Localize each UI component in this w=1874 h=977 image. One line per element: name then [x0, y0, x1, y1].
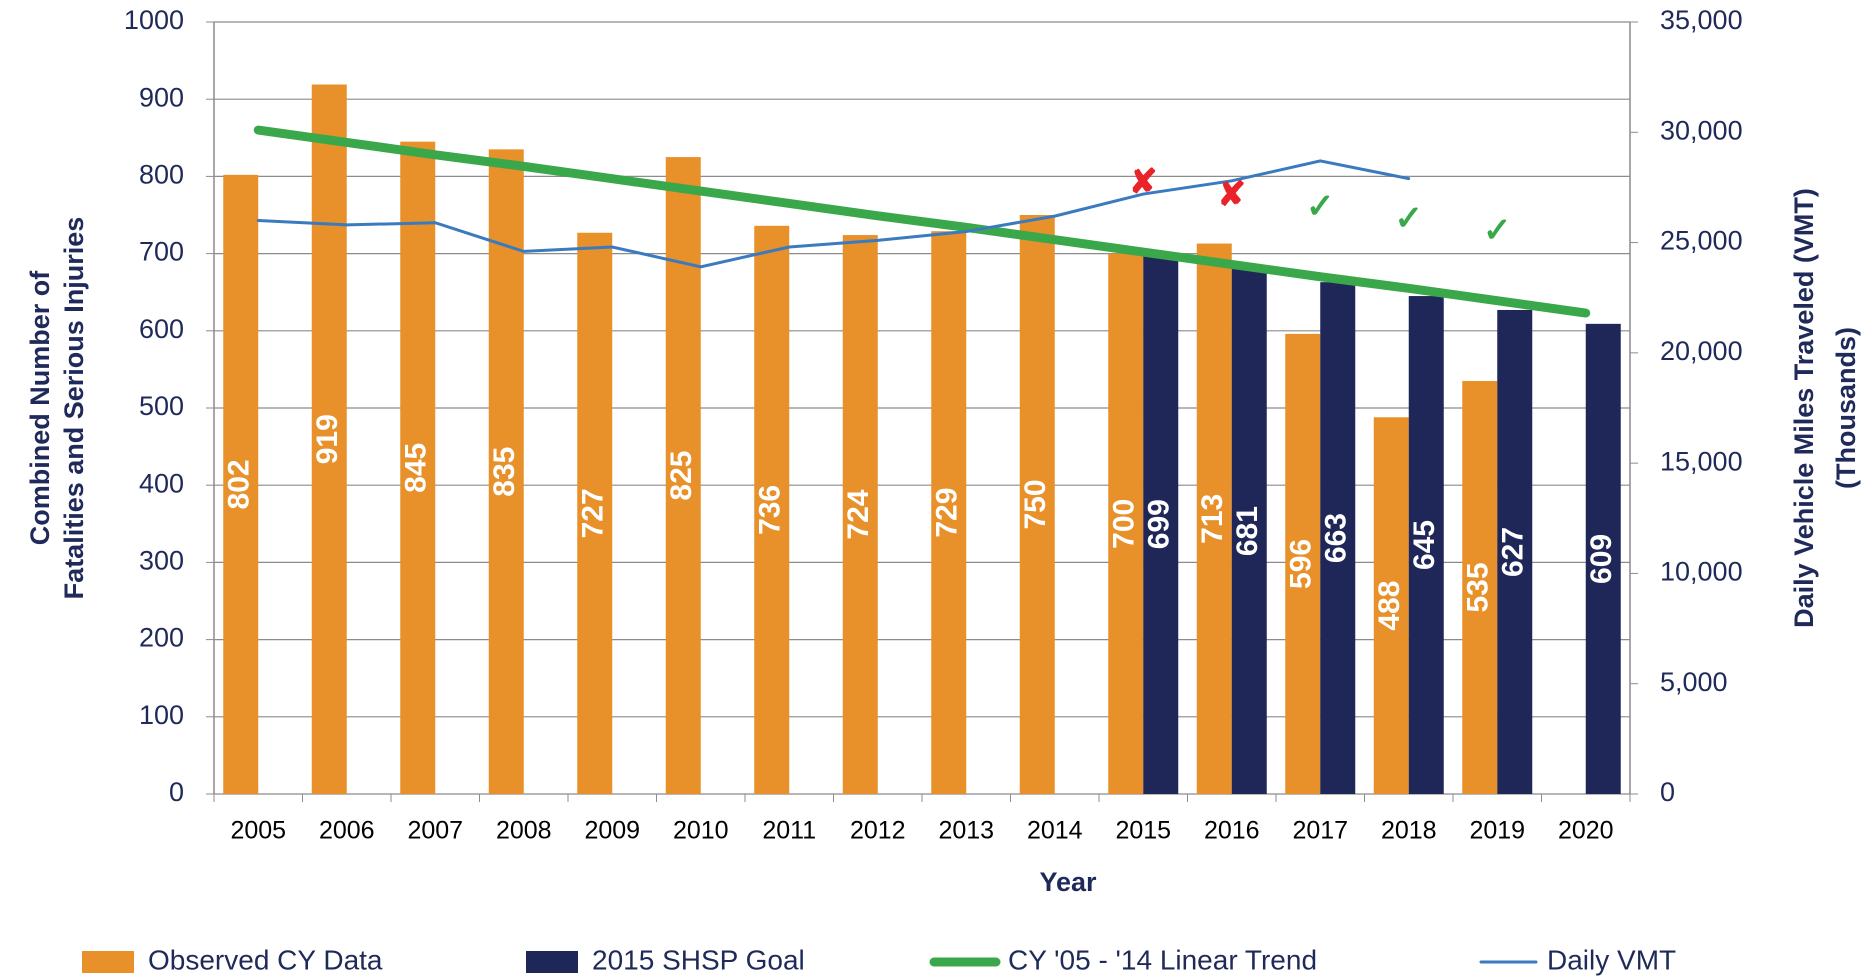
value-label: 488	[1373, 581, 1406, 631]
value-label: 825	[665, 451, 698, 501]
legend-label: Daily VMT	[1547, 944, 1676, 975]
bar	[400, 141, 436, 794]
value-label: 596	[1285, 539, 1318, 589]
bar	[1019, 215, 1055, 794]
bar	[754, 225, 790, 795]
y-tick-label: 1000	[124, 5, 184, 35]
bar	[1108, 253, 1144, 795]
legend-label: 2015 SHSP Goal	[592, 944, 805, 975]
x-tick-label: 2019	[1469, 817, 1525, 845]
annotation: ✓	[1306, 188, 1335, 226]
legend-swatch	[526, 951, 578, 973]
x-tick-label: 2012	[850, 817, 906, 845]
value-label: 609	[1585, 534, 1618, 584]
legend-label: Observed CY Data	[148, 944, 383, 975]
y-tick-label: 900	[139, 82, 184, 112]
bar	[1585, 323, 1621, 794]
legend-swatch	[82, 951, 134, 973]
x-tick-label: 2006	[319, 817, 375, 845]
value-label: 699	[1143, 499, 1176, 549]
x-tick-label: 2005	[230, 817, 286, 845]
bar	[1231, 268, 1267, 794]
value-label: 727	[577, 488, 610, 538]
legend-label: CY '05 - '14 Linear Trend	[1008, 944, 1317, 975]
y2-tick-label: 25,000	[1660, 226, 1743, 256]
annotation: ✓	[1395, 199, 1424, 237]
y2-axis-title: Daily Vehicle Miles Traveled (VMT) (Thou…	[1789, 188, 1861, 628]
bar	[1285, 333, 1321, 794]
y-tick-label: 600	[139, 314, 184, 344]
value-label: 713	[1196, 494, 1229, 544]
bar	[1408, 296, 1444, 794]
y-tick-label: 0	[169, 777, 184, 807]
bar	[577, 232, 613, 795]
x-tick-label: 2010	[673, 817, 729, 845]
y2-axis-title-line: Daily Vehicle Miles Traveled (VMT)	[1789, 188, 1819, 628]
y2-tick-label: 15,000	[1660, 446, 1743, 476]
y-tick-label: 200	[139, 623, 184, 653]
bar	[1320, 282, 1356, 794]
y-tick-label: 500	[139, 391, 184, 421]
x-tick-label: 2017	[1292, 817, 1348, 845]
y2-tick-label: 5,000	[1660, 667, 1728, 697]
x-tick-label: 2009	[584, 817, 640, 845]
y2-tick-label: 35,000	[1660, 5, 1743, 35]
value-label: 700	[1108, 499, 1141, 549]
bar	[1462, 380, 1498, 794]
y2-tick-label: 30,000	[1660, 115, 1743, 145]
x-tick-label: 2016	[1204, 817, 1260, 845]
x-tick-label: 2014	[1027, 817, 1083, 845]
y-tick-label: 300	[139, 546, 184, 576]
bar	[1373, 417, 1409, 794]
bar	[1196, 243, 1232, 795]
bar	[931, 231, 967, 794]
x-tick-label: 2008	[496, 817, 552, 845]
bar	[1143, 254, 1179, 794]
value-label: 535	[1462, 562, 1495, 612]
x-tick-label: 2013	[938, 817, 994, 845]
y-axis-title: Combined Number of Fatalities and Seriou…	[25, 217, 89, 600]
value-label: 681	[1231, 506, 1264, 556]
bar	[311, 84, 347, 795]
x-tick-label: 2018	[1381, 817, 1437, 845]
x-tick-label: 2015	[1115, 817, 1171, 845]
value-label: 736	[754, 485, 787, 535]
y-tick-label: 100	[139, 700, 184, 730]
line	[256, 159, 1411, 269]
bar	[1497, 309, 1533, 794]
bar	[488, 149, 524, 794]
y2-tick-label: 10,000	[1660, 557, 1743, 587]
y-tick-label: 400	[139, 468, 184, 498]
x-tick-label: 2007	[407, 817, 463, 845]
value-label: 663	[1320, 513, 1353, 563]
annotation: ✓	[1483, 212, 1512, 250]
y2-tick-label: 0	[1660, 777, 1675, 807]
value-label: 627	[1497, 527, 1530, 577]
annotation: ✘	[1129, 163, 1158, 201]
value-label: 750	[1019, 479, 1052, 529]
y-tick-label: 800	[139, 160, 184, 190]
y-axis-title-line: Fatalities and Serious Injuries	[59, 217, 89, 600]
annotation: ✘	[1218, 175, 1247, 213]
value-label: 645	[1408, 520, 1441, 570]
bar	[223, 174, 259, 794]
y-axis-title-line: Combined Number of	[25, 270, 55, 546]
x-axis-title: Year	[1039, 867, 1097, 897]
x-tick-label: 2011	[762, 817, 816, 845]
value-label: 835	[488, 447, 521, 497]
value-label: 729	[931, 488, 964, 538]
value-label: 802	[223, 459, 256, 509]
line	[253, 125, 1591, 318]
x-tick-label: 2020	[1558, 817, 1614, 845]
y2-axis-title-line: (Thousands)	[1831, 327, 1861, 489]
y2-tick-label: 20,000	[1660, 336, 1743, 366]
y-tick-label: 700	[139, 237, 184, 267]
bar	[842, 235, 878, 794]
value-label: 724	[842, 489, 875, 539]
value-label: 919	[311, 414, 344, 464]
value-label: 845	[400, 443, 433, 493]
